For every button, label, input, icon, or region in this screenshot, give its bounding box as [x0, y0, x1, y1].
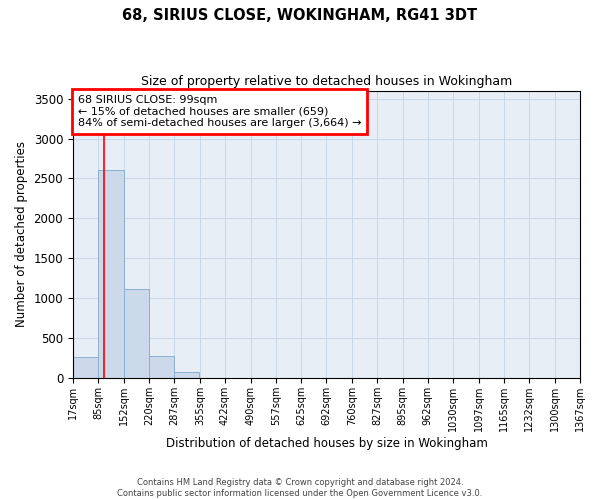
Y-axis label: Number of detached properties: Number of detached properties — [15, 142, 28, 328]
Bar — [124, 289, 149, 378]
Bar — [149, 356, 175, 378]
Text: 68, SIRIUS CLOSE, WOKINGHAM, RG41 3DT: 68, SIRIUS CLOSE, WOKINGHAM, RG41 3DT — [122, 8, 478, 22]
Bar — [73, 356, 98, 378]
Text: Contains HM Land Registry data © Crown copyright and database right 2024.
Contai: Contains HM Land Registry data © Crown c… — [118, 478, 482, 498]
X-axis label: Distribution of detached houses by size in Wokingham: Distribution of detached houses by size … — [166, 437, 487, 450]
Title: Size of property relative to detached houses in Wokingham: Size of property relative to detached ho… — [141, 75, 512, 88]
Bar — [175, 372, 199, 378]
Text: 68 SIRIUS CLOSE: 99sqm
← 15% of detached houses are smaller (659)
84% of semi-de: 68 SIRIUS CLOSE: 99sqm ← 15% of detached… — [78, 95, 361, 128]
Bar — [98, 170, 124, 378]
